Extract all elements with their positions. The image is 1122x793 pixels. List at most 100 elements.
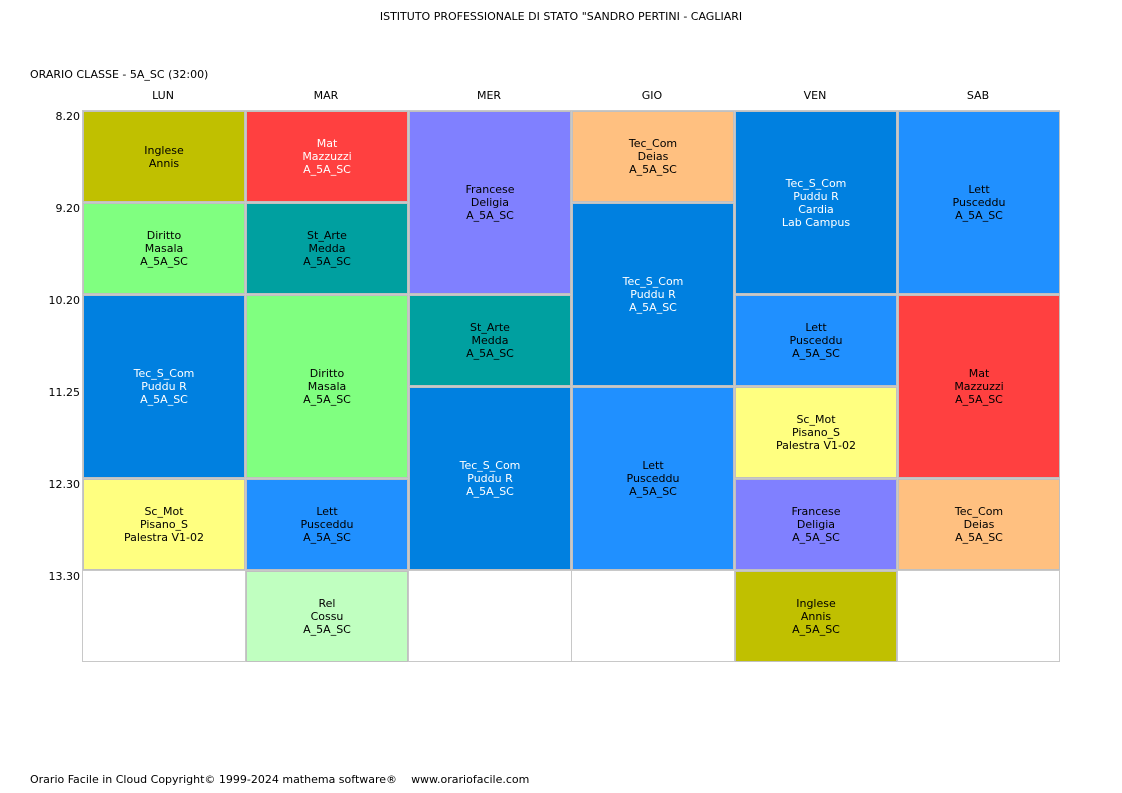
subject-label: Sc_Mot xyxy=(796,413,836,426)
subject-label: Mat xyxy=(316,137,338,150)
school-title: ISTITUTO PROFESSIONALE DI STATO "SANDRO … xyxy=(379,10,743,23)
teacher-label: Puddu R xyxy=(793,189,839,203)
subject-label: Sc_Mot xyxy=(144,505,184,518)
teacher-label: Deligia xyxy=(470,196,510,209)
teacher-label: Pusceddu xyxy=(626,472,680,485)
website-link[interactable]: www.orariofacile.com xyxy=(411,773,530,786)
lesson-cell-lett[interactable]: Lett Pusceddu A_5A_SC xyxy=(735,295,897,386)
lesson-cell-francese[interactable]: Francese Deligia A_5A_SC xyxy=(735,479,897,570)
subject-label: Diritto xyxy=(146,229,182,242)
room-label: A_5A_SC xyxy=(792,347,840,360)
lesson-cell-mat[interactable]: Mat Mazzuzzi A_5A_SC xyxy=(898,295,1060,478)
lesson-cell-lett[interactable]: Lett Pusceddu A_5A_SC xyxy=(572,387,734,570)
grid-line xyxy=(245,110,246,662)
copyright-text: Orario Facile in Cloud Copyright© 1999-2… xyxy=(30,773,398,786)
lesson-cell-tec-s-com[interactable]: Tec_S_Com Puddu R A_5A_SC xyxy=(83,295,245,478)
lesson-cell-tec-com[interactable]: Tec_Com Deias A_5A_SC xyxy=(898,479,1060,570)
day-header-lun: LUN xyxy=(152,89,174,102)
lesson-cell-sc-mot[interactable]: Sc_Mot Pisano_S Palestra V1-02 xyxy=(735,387,897,478)
subject-label: Rel xyxy=(318,597,336,610)
time-label: 8.20 xyxy=(55,110,81,123)
class-title: ORARIO CLASSE - 5A_SC (32:00) xyxy=(30,68,209,81)
lesson-cell-tec-com[interactable]: Tec_Com Deias A_5A_SC xyxy=(572,111,734,202)
grid-line xyxy=(571,110,572,662)
room-label: A_5A_SC xyxy=(629,163,677,176)
lesson-cell-mat[interactable]: Mat Mazzuzzi A_5A_SC xyxy=(246,111,408,202)
room-label: Palestra V1-02 xyxy=(776,439,856,452)
room-label: A_5A_SC xyxy=(303,393,351,406)
subject-label: Inglese xyxy=(796,597,836,610)
lesson-cell-lett[interactable]: Lett Pusceddu A_5A_SC xyxy=(898,111,1060,294)
room-label: Lab Campus xyxy=(781,215,851,229)
subject-label: Inglese xyxy=(144,143,184,157)
time-label: 10.20 xyxy=(48,294,81,307)
subject-label: Tec_S_Com xyxy=(459,459,521,472)
day-header-mar: MAR xyxy=(313,89,339,102)
room-label: A_5A_SC xyxy=(303,531,351,544)
teacher-label: Deias xyxy=(637,150,669,163)
room-label: A_5A_SC xyxy=(629,485,677,498)
lesson-cell-diritto[interactable]: Diritto Masala A_5A_SC xyxy=(83,203,245,294)
teacher-label: Puddu R xyxy=(630,288,676,301)
room-label: Cardia xyxy=(798,202,834,216)
teacher-label: Pusceddu xyxy=(300,518,354,531)
subject-label: Tec_Com xyxy=(954,505,1004,518)
teacher-label: Pusceddu xyxy=(789,334,843,347)
teacher-label: Puddu R xyxy=(467,472,513,485)
subject-label: Tec_S_Com xyxy=(133,367,195,380)
lesson-cell-st-arte[interactable]: St_Arte Medda A_5A_SC xyxy=(246,203,408,294)
day-header-mer: MER xyxy=(476,89,502,102)
subject-label: St_Arte xyxy=(307,229,347,242)
teacher-label: Pisano_S xyxy=(791,426,841,439)
room-label: A_5A_SC xyxy=(466,485,514,498)
lesson-cell-tec-s-com[interactable]: Tec_S_Com Puddu R Cardia Lab Campus xyxy=(735,111,897,294)
teacher-label: Deias xyxy=(963,518,995,531)
room-label: A_5A_SC xyxy=(140,255,188,268)
room-label: A_5A_SC xyxy=(303,623,351,636)
room-label: A_5A_SC xyxy=(792,531,840,544)
subject-label: Francese xyxy=(791,505,841,518)
day-header-sab: SAB xyxy=(966,89,990,102)
teacher-label: Mazzuzzi xyxy=(302,150,352,163)
day-header-ven: VEN xyxy=(803,89,827,102)
lesson-cell-inglese[interactable]: Inglese Annis xyxy=(83,111,245,202)
lesson-cell-francese[interactable]: Francese Deligia A_5A_SC xyxy=(409,111,571,294)
time-label: 9.20 xyxy=(55,202,81,215)
time-label: 12.30 xyxy=(48,478,81,491)
room-label: Palestra V1-02 xyxy=(124,531,204,544)
subject-label: Tec_S_Com xyxy=(785,176,847,190)
lesson-cell-lett[interactable]: Lett Pusceddu A_5A_SC xyxy=(246,479,408,570)
room-label: A_5A_SC xyxy=(955,393,1003,406)
lesson-cell-tec-s-com[interactable]: Tec_S_Com Puddu R A_5A_SC xyxy=(572,203,734,386)
teacher-label: Annis xyxy=(148,156,180,170)
teacher-label: Medda xyxy=(308,242,346,255)
subject-label: Lett xyxy=(316,505,338,518)
time-label: 13.30 xyxy=(48,570,81,583)
subject-label: Francese xyxy=(465,183,515,196)
room-label: A_5A_SC xyxy=(466,209,514,222)
room-label: A_5A_SC xyxy=(955,531,1003,544)
subject-label: St_Arte xyxy=(470,321,510,334)
time-label: 11.25 xyxy=(48,386,81,399)
teacher-label: Mazzuzzi xyxy=(954,380,1004,393)
subject-label: Lett xyxy=(642,459,664,472)
lesson-cell-sc-mot[interactable]: Sc_Mot Pisano_S Palestra V1-02 xyxy=(83,479,245,570)
teacher-label: Cossu xyxy=(310,610,344,623)
lesson-cell-diritto[interactable]: Diritto Masala A_5A_SC xyxy=(246,295,408,478)
subject-label: Tec_S_Com xyxy=(622,275,684,288)
teacher-label: Masala xyxy=(307,380,347,393)
subject-label: Diritto xyxy=(309,367,345,380)
lesson-cell-tec-s-com[interactable]: Tec_S_Com Puddu R A_5A_SC xyxy=(409,387,571,570)
room-label: A_5A_SC xyxy=(303,255,351,268)
day-header-gio: GIO xyxy=(641,89,663,102)
teacher-label: Pusceddu xyxy=(952,196,1006,209)
room-label: A_5A_SC xyxy=(466,347,514,360)
teacher-label: Pisano_S xyxy=(139,518,189,531)
lesson-cell-st-arte[interactable]: St_Arte Medda A_5A_SC xyxy=(409,295,571,386)
lesson-cell-inglese[interactable]: Inglese Annis A_5A_SC xyxy=(735,571,897,662)
subject-label: Mat xyxy=(968,367,990,380)
lesson-cell-rel[interactable]: Rel Cossu A_5A_SC xyxy=(246,571,408,662)
subject-label: Tec_Com xyxy=(628,137,678,150)
timetable-grid: Inglese Annis Diritto Masala A_5A_SC Tec_S_Co… xyxy=(82,110,1060,662)
grid-line xyxy=(897,110,898,662)
